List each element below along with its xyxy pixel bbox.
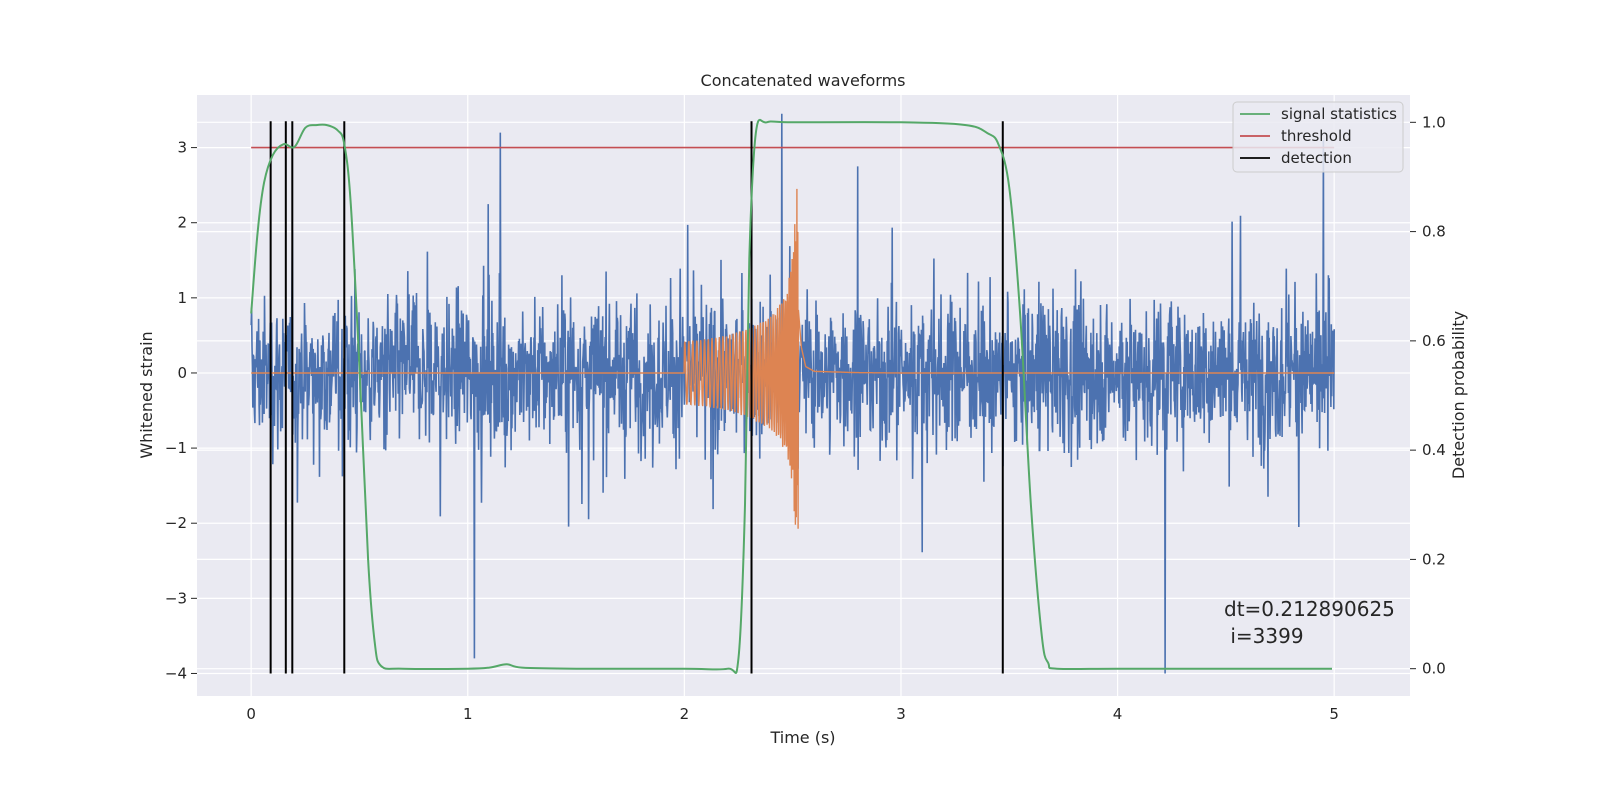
annotation-line-i: i=3399 <box>1224 624 1304 648</box>
chirp-series <box>251 188 1335 529</box>
x-tick-label: 0 <box>246 705 256 723</box>
x-axis-label: Time (s) <box>769 728 835 747</box>
y-tick-label: 3 <box>177 139 187 157</box>
legend-label-threshold: threshold <box>1281 127 1352 145</box>
y-axis-label: Whitened strain <box>137 331 156 458</box>
y-tick-label: −3 <box>165 589 187 607</box>
y2-axis-label: Detection probability <box>1449 311 1468 479</box>
x-tick-label: 1 <box>463 705 473 723</box>
tick-labels: 0 1 2 3 4 5 −4 −3 −2 −1 0 1 2 3 0.0 0.2 0.4 0.6 0.8 1.0 <box>165 113 1446 723</box>
x-tick-label: 2 <box>680 705 690 723</box>
y-tick-label: −2 <box>165 514 187 532</box>
y-tick-label: 1 <box>177 289 187 307</box>
y2-tick-label: 1.0 <box>1422 113 1446 131</box>
y2-tick-label: 0.0 <box>1422 660 1446 678</box>
y-tick-label: 0 <box>177 364 187 382</box>
chart-title: Concatenated waveforms <box>701 71 906 90</box>
legend-box <box>1232 101 1404 173</box>
detection-series <box>269 121 1004 674</box>
y2-tick-label: 0.6 <box>1422 332 1446 350</box>
y-tick-label: −1 <box>165 439 187 457</box>
chirp-line <box>251 188 1335 529</box>
annotation-line-dt: dt=0.212890625 <box>1224 597 1395 621</box>
y-tick-label: 2 <box>177 214 187 232</box>
y2-tick-label: 0.8 <box>1422 223 1446 241</box>
signal-statistics-line <box>250 118 1332 674</box>
y2-tick-label: 0.4 <box>1422 441 1446 459</box>
legend-label-signal-statistics: signal statistics <box>1281 105 1397 123</box>
signal-statistics-series <box>250 118 1332 674</box>
annotation: dt=0.212890625 i=3399 <box>1224 597 1395 648</box>
x-tick-label: 3 <box>896 705 906 723</box>
x-tick-label: 5 <box>1329 705 1339 723</box>
y2-tick-label: 0.2 <box>1422 550 1446 568</box>
x-tick-label: 4 <box>1113 705 1123 723</box>
legend: signal statistics threshold detection <box>1232 101 1404 173</box>
y-tick-label: −4 <box>165 664 187 682</box>
legend-label-detection: detection <box>1281 149 1352 167</box>
